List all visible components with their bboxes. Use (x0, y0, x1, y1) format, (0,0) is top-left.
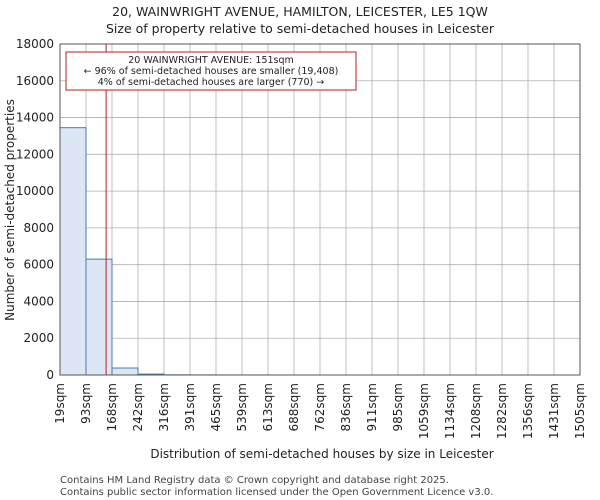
x-axis-label: Distribution of semi-detached houses by … (150, 447, 493, 461)
y-tick-label: 10000 (16, 184, 54, 198)
x-tick-label: 688sqm (287, 383, 301, 431)
x-tick-label: 93sqm (79, 383, 93, 424)
x-tick-label: 1431sqm (547, 383, 561, 439)
x-tick-label: 168sqm (105, 383, 119, 431)
grid (59, 43, 581, 376)
histogram-bar (59, 127, 87, 376)
y-tick-labels: 0 2000 4000 6000 8000 10000 12000 14000 16000 180… (16, 37, 54, 382)
x-tick-label: 1208sqm (469, 383, 483, 439)
y-tick-label: 18000 (16, 37, 54, 51)
x-tick-label: 391sqm (183, 383, 197, 431)
histogram-bar (111, 367, 139, 376)
bars (59, 127, 321, 376)
y-tick-label: 6000 (23, 258, 54, 272)
y-tick-label: 4000 (23, 294, 54, 308)
histogram-bar (85, 258, 113, 376)
y-tick-label: 2000 (23, 331, 54, 345)
chart-subtitle: Size of property relative to semi-detach… (106, 21, 495, 36)
y-tick-label: 8000 (23, 221, 54, 235)
annotation-box: 20 WAINWRIGHT AVENUE: 151sqm ← 96% of se… (65, 51, 357, 91)
x-tick-labels: 19sqm 93sqm 168sqm 242sqm 316sqm 391sqm 465sqm… (53, 383, 587, 439)
y-tick-label: 12000 (16, 147, 54, 161)
x-tick-label: 465sqm (209, 383, 223, 431)
x-tick-label: 1505sqm (573, 383, 587, 439)
x-tick-label: 985sqm (391, 383, 405, 431)
x-tick-label: 1356sqm (521, 383, 535, 439)
x-tick-label: 836sqm (339, 383, 353, 431)
chart-title: 20, WAINWRIGHT AVENUE, HAMILTON, LEICEST… (112, 4, 488, 19)
x-tick-label: 242sqm (131, 383, 145, 431)
x-tick-label: 1134sqm (443, 383, 457, 439)
footer-line-1: Contains HM Land Registry data © Crown c… (60, 475, 449, 486)
x-tick-label: 19sqm (53, 383, 67, 424)
annotation-line-2: ← 96% of semi-detached houses are smalle… (84, 66, 339, 77)
y-tick-label: 16000 (16, 74, 54, 88)
y-axis-label: Number of semi-detached properties (3, 99, 17, 321)
y-tick-label: 0 (46, 368, 54, 382)
plot-frame (59, 43, 581, 376)
x-tick-label: 911sqm (365, 383, 379, 431)
footer-line-2: Contains public sector information licen… (60, 487, 493, 498)
x-tick-label: 1059sqm (417, 383, 431, 439)
x-tick-label: 316sqm (157, 383, 171, 431)
annotation-line-3: 4% of semi-detached houses are larger (7… (98, 77, 325, 88)
x-tick-label: 762sqm (313, 383, 327, 431)
x-tick-label: 1282sqm (495, 383, 509, 439)
x-tick-label: 539sqm (235, 383, 249, 431)
x-tick-label: 613sqm (261, 383, 275, 431)
y-tick-label: 14000 (16, 111, 54, 125)
annotation-line-1: 20 WAINWRIGHT AVENUE: 151sqm (128, 55, 294, 66)
